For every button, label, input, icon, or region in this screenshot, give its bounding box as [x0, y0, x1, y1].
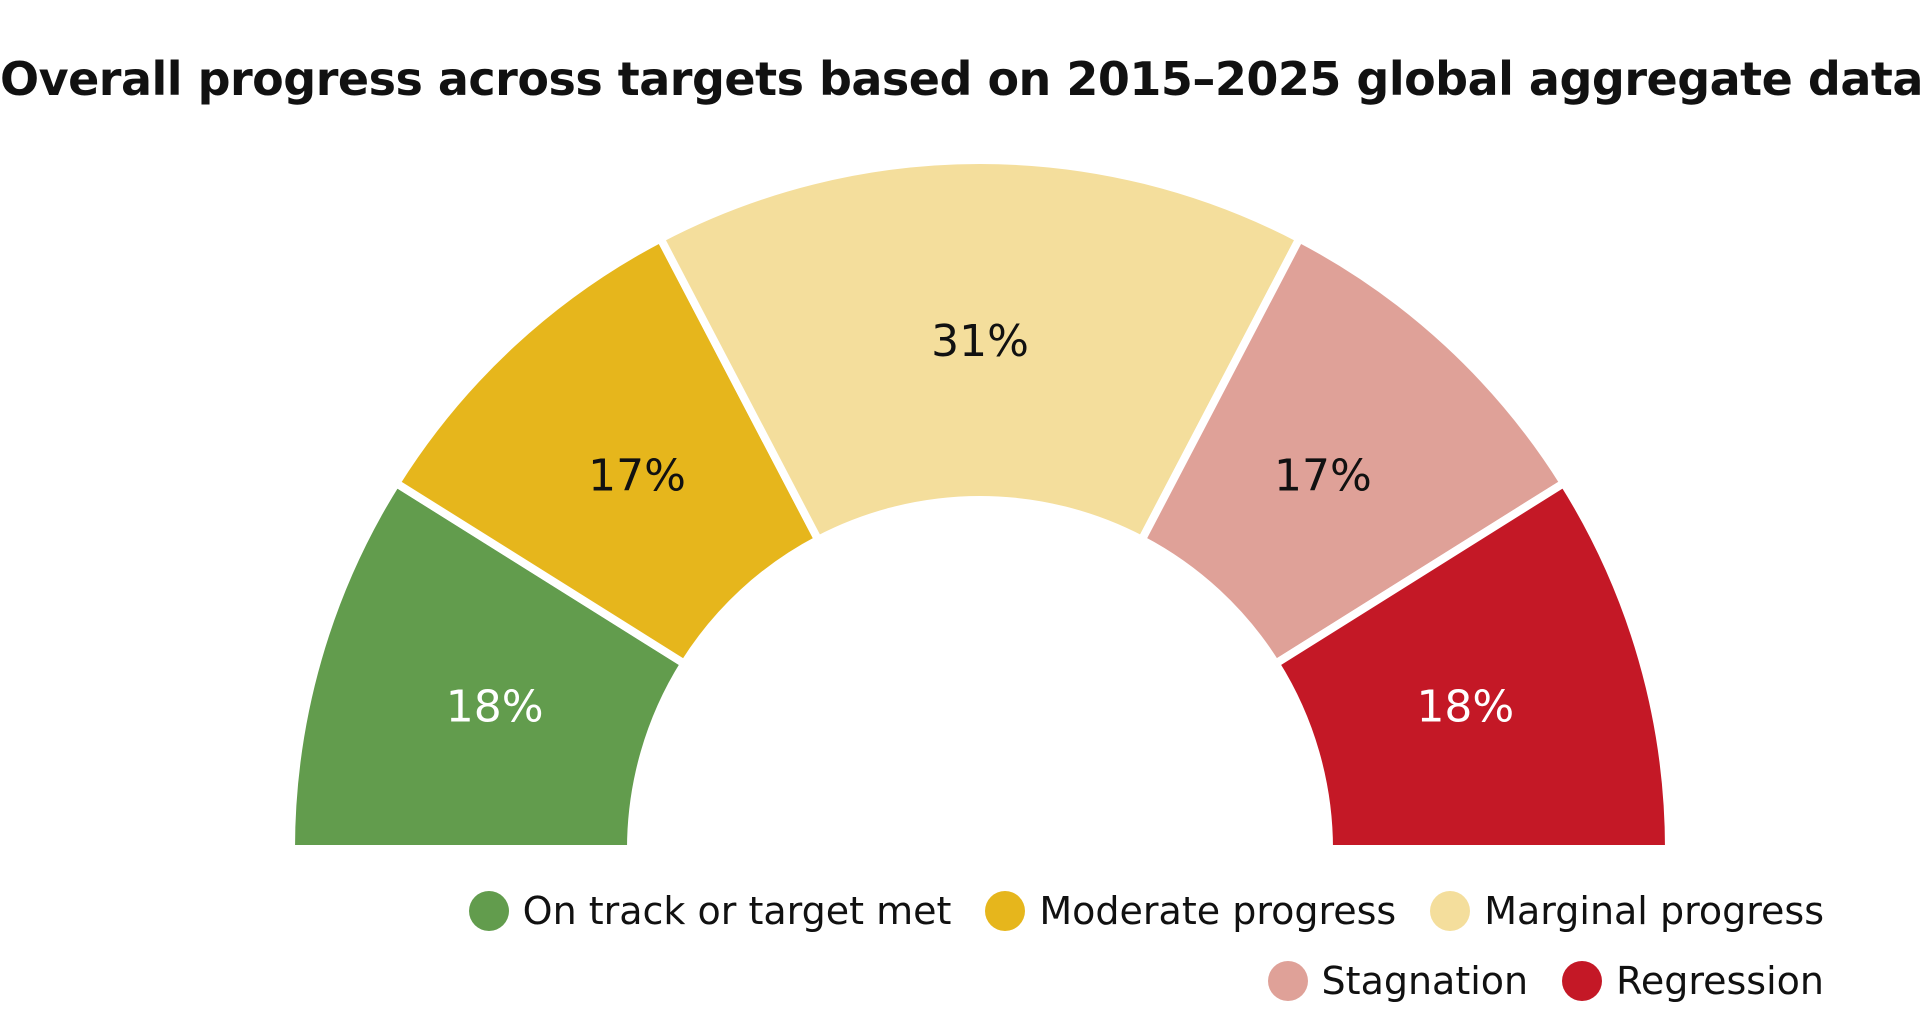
gauge-baseline-mask [281, 849, 1679, 861]
data-label-moderate-progress: 17% [588, 450, 686, 501]
legend-item-marginal-progress: Marginal progress [1430, 891, 1824, 931]
gauge-segment-stagnation [1136, 233, 1570, 670]
legend-label-moderate-progress: Moderate progress [1039, 889, 1397, 933]
gauge-segment-marginal-progress [655, 156, 1305, 546]
gauge-chart: 18% 17% 31% 17% 18% [281, 156, 1679, 861]
legend-swatch-moderate-progress [985, 891, 1026, 931]
data-label-regression: 18% [1416, 681, 1514, 732]
gauge-segment-on-track-or-target-met [286, 477, 690, 853]
legend-swatch-regression [1562, 961, 1603, 1001]
data-label-marginal-progress: 31% [931, 316, 1029, 367]
legend-swatch-stagnation [1267, 961, 1308, 1001]
legend-swatch-marginal-progress [1430, 891, 1471, 931]
legend-row-2: Stagnation Regression [1267, 959, 1824, 1003]
data-label-on-track-or-target-met: 18% [446, 681, 544, 732]
legend-item-regression: Regression [1562, 961, 1824, 1001]
legend-item-moderate-progress: Moderate progress [985, 891, 1396, 931]
legend-swatch-on-track [468, 891, 509, 931]
chart-title: Overall progress across targets based on… [0, 52, 1920, 106]
data-label-stagnation: 17% [1274, 450, 1372, 501]
legend-label-regression: Regression [1616, 959, 1824, 1003]
gauge-segment-regression [1270, 477, 1674, 853]
legend-label-on-track: On track or target met [522, 889, 952, 933]
legend-row-1: On track or target met Moderate progress… [468, 889, 1824, 933]
legend-label-stagnation: Stagnation [1321, 959, 1529, 1003]
legend-item-stagnation: Stagnation [1267, 959, 1529, 1003]
legend-item-on-track: On track or target met [468, 889, 952, 933]
legend-label-marginal-progress: Marginal progress [1484, 889, 1824, 933]
